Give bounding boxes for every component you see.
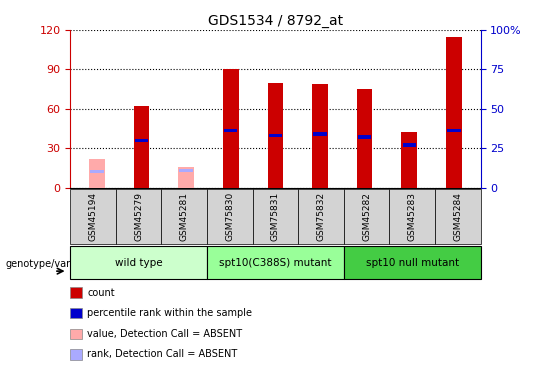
Text: GSM45281: GSM45281 bbox=[180, 192, 188, 241]
Text: rank, Detection Call = ABSENT: rank, Detection Call = ABSENT bbox=[87, 350, 238, 359]
Text: GSM45194: GSM45194 bbox=[89, 192, 98, 241]
Bar bbox=[268, 82, 283, 188]
Bar bbox=[135, 139, 148, 142]
Bar bbox=[358, 135, 372, 139]
Bar bbox=[90, 170, 104, 173]
Bar bbox=[178, 166, 194, 188]
Title: GDS1534 / 8792_at: GDS1534 / 8792_at bbox=[208, 13, 343, 28]
Text: spt10 null mutant: spt10 null mutant bbox=[366, 258, 459, 267]
Bar bbox=[447, 129, 461, 132]
Bar bbox=[402, 143, 416, 147]
Bar bbox=[224, 129, 238, 132]
Text: GSM75832: GSM75832 bbox=[316, 192, 326, 241]
Bar bbox=[401, 132, 417, 188]
Bar bbox=[223, 69, 239, 188]
Text: GSM45283: GSM45283 bbox=[408, 192, 417, 241]
Text: spt10(C388S) mutant: spt10(C388S) mutant bbox=[219, 258, 332, 267]
Text: GSM75831: GSM75831 bbox=[271, 192, 280, 241]
Text: genotype/variation: genotype/variation bbox=[5, 260, 98, 269]
Text: GSM45279: GSM45279 bbox=[134, 192, 143, 241]
Bar bbox=[313, 132, 327, 136]
Text: percentile rank within the sample: percentile rank within the sample bbox=[87, 308, 253, 318]
Text: count: count bbox=[87, 288, 115, 297]
Text: GSM45284: GSM45284 bbox=[453, 192, 462, 241]
Text: GSM75830: GSM75830 bbox=[225, 192, 234, 241]
Bar bbox=[446, 37, 462, 188]
Bar bbox=[89, 159, 105, 188]
Text: value, Detection Call = ABSENT: value, Detection Call = ABSENT bbox=[87, 329, 242, 339]
Text: GSM45282: GSM45282 bbox=[362, 192, 371, 241]
Bar bbox=[269, 134, 282, 137]
Bar bbox=[134, 106, 150, 188]
Bar bbox=[312, 84, 328, 188]
Bar bbox=[357, 89, 373, 188]
Text: wild type: wild type bbox=[115, 258, 163, 267]
Bar bbox=[179, 168, 193, 172]
